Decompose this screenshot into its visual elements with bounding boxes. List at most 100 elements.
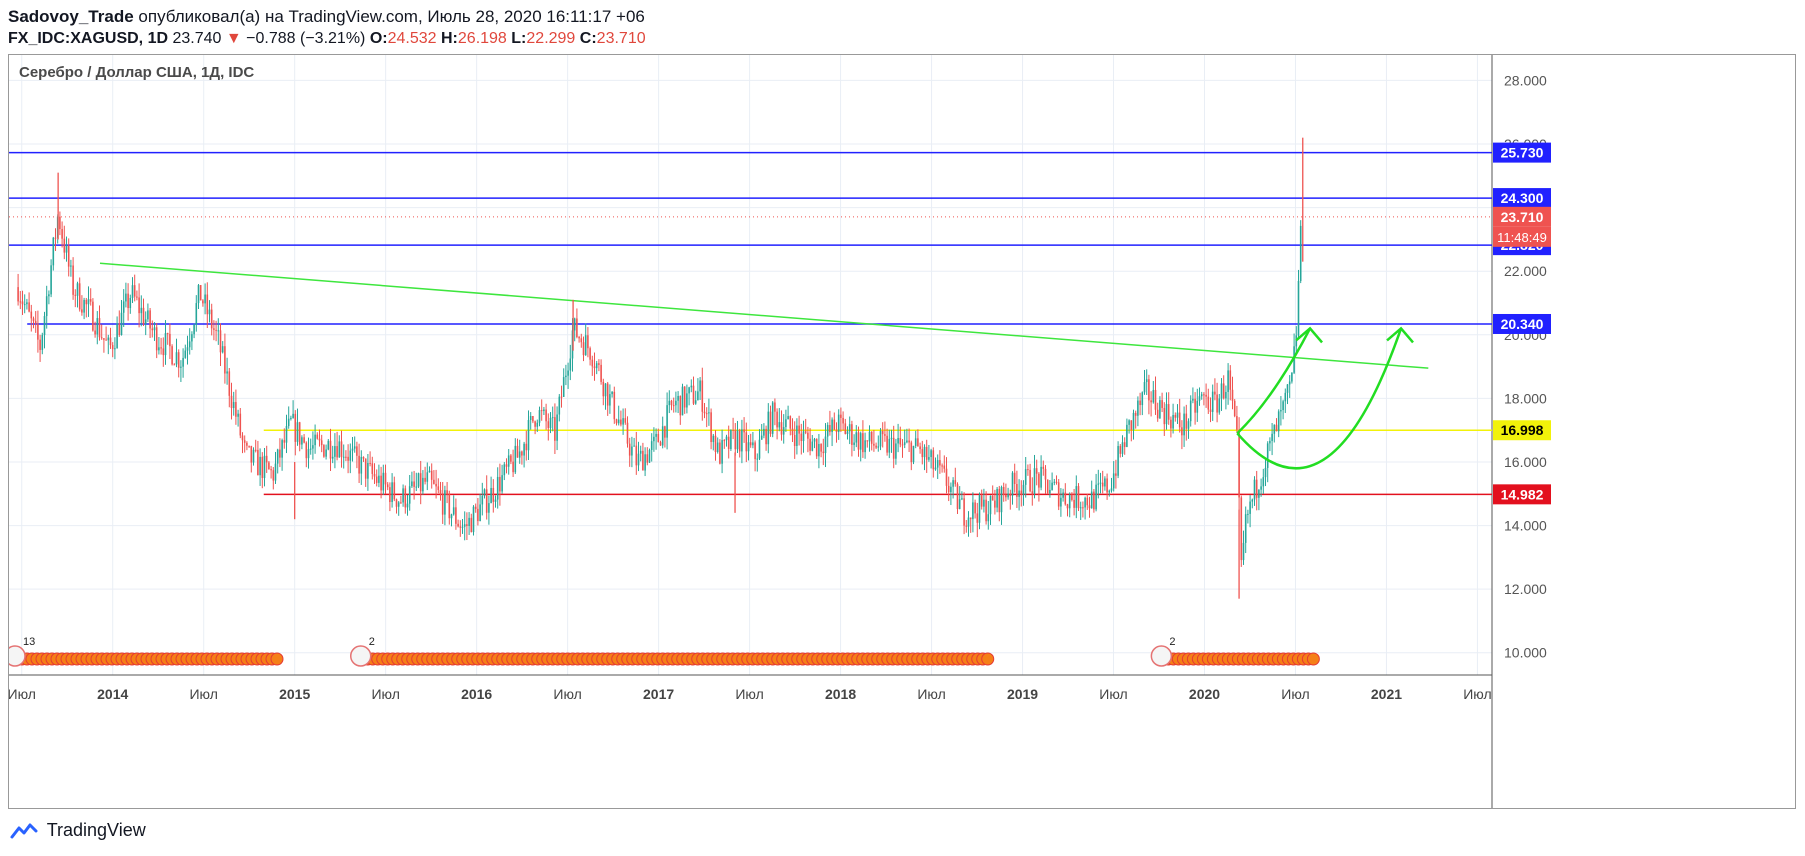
candle-body (140, 307, 143, 314)
candle-body (635, 445, 638, 466)
candle-body (620, 419, 622, 425)
candle-body (877, 446, 880, 448)
candle-body (639, 450, 642, 454)
candle-body (525, 443, 528, 451)
candle-body (714, 435, 717, 452)
candle-body (61, 229, 63, 239)
candle-body (164, 333, 167, 356)
candle-body (1233, 400, 1236, 417)
candle-body (1022, 484, 1025, 495)
candle-body (1181, 427, 1183, 436)
author-name[interactable]: Sadovoy_Trade (8, 7, 134, 26)
candle-body (1284, 392, 1287, 402)
arrow-head (1295, 326, 1323, 344)
candle-body (736, 430, 739, 450)
candle-body (730, 429, 732, 450)
candle-body (950, 486, 952, 493)
candle-body (483, 489, 486, 496)
candle-body (138, 297, 140, 314)
candle-body (375, 476, 378, 483)
candle-body (85, 299, 88, 305)
flag-icon (1150, 645, 1173, 667)
candle-body (512, 461, 514, 473)
candle-body (151, 328, 154, 331)
candle-body (677, 395, 679, 401)
candle-body (611, 391, 613, 395)
candle-body (50, 265, 52, 295)
candle-body (1031, 491, 1034, 494)
candle-body (1187, 421, 1190, 429)
high-value: 26.198 (457, 30, 507, 47)
candle-body (1073, 499, 1075, 508)
candle-body (479, 504, 481, 522)
candle-body (545, 409, 547, 422)
candle-body (1128, 420, 1130, 425)
candle-body (690, 385, 693, 388)
candle-body (1018, 490, 1020, 497)
high-label: H: (441, 30, 458, 47)
candle-body (868, 431, 871, 442)
grid (9, 55, 1492, 675)
candle-body (1273, 424, 1276, 434)
candle-body (1130, 420, 1133, 430)
candle-body (470, 517, 473, 533)
candle-body (1194, 398, 1196, 413)
candle-body (30, 311, 33, 319)
candle-body (510, 455, 512, 462)
chart-frame[interactable]: 28.00026.00024.00022.00020.00018.00016.0… (8, 54, 1796, 809)
candle-body (965, 525, 968, 527)
candle-body (208, 309, 211, 315)
candle-body (241, 435, 244, 441)
candle-body (538, 410, 541, 423)
candle-body (516, 445, 519, 458)
candle-body (1042, 466, 1045, 469)
candle-body (127, 293, 129, 309)
time-tick-label: 2021 (1371, 686, 1402, 702)
candle-body (1258, 489, 1260, 498)
candle-body (892, 437, 895, 459)
candle-body (281, 440, 283, 458)
tradingview-brand[interactable]: TradingView (46, 820, 146, 840)
event-dot (270, 652, 284, 666)
candle-body (1242, 542, 1245, 561)
candle-body (1044, 468, 1047, 480)
candle-body (921, 449, 924, 458)
candle-body (617, 419, 620, 424)
candle-body (666, 405, 668, 438)
candle-body (558, 396, 561, 415)
candle-body (976, 513, 979, 523)
candle-body (92, 301, 94, 331)
candle-body (936, 460, 939, 468)
candle-body (481, 495, 484, 505)
candle-body (628, 443, 631, 456)
candle-body (373, 473, 376, 477)
candle-body (472, 506, 475, 533)
candle-body (793, 435, 796, 446)
candle-body (83, 299, 85, 313)
candle-body (1086, 497, 1089, 506)
candle-body (371, 463, 374, 474)
level-price-label: 16.998 (1501, 422, 1544, 438)
candle-body (798, 425, 800, 434)
candle-body (408, 486, 411, 504)
candle-body (996, 488, 998, 508)
candle-body (602, 381, 605, 397)
candle-body (622, 418, 624, 425)
candle-body (272, 470, 275, 481)
candle-body (204, 294, 206, 304)
candle-body (778, 422, 781, 428)
candle-body (393, 482, 396, 500)
time-tick-label: Июл (917, 686, 945, 702)
candle-body (1172, 414, 1174, 429)
last-price: 23.740 (172, 30, 222, 47)
candle-body (246, 442, 248, 446)
candle-body (672, 405, 675, 407)
candle-body (219, 330, 222, 353)
candle-body (655, 433, 657, 437)
price-chart[interactable]: 28.00026.00024.00022.00020.00018.00016.0… (9, 55, 1795, 808)
candle-body (283, 440, 286, 443)
candle-body (670, 400, 673, 406)
candle-body (1148, 379, 1150, 401)
candle-body (1046, 479, 1049, 494)
candle-body (107, 337, 110, 341)
